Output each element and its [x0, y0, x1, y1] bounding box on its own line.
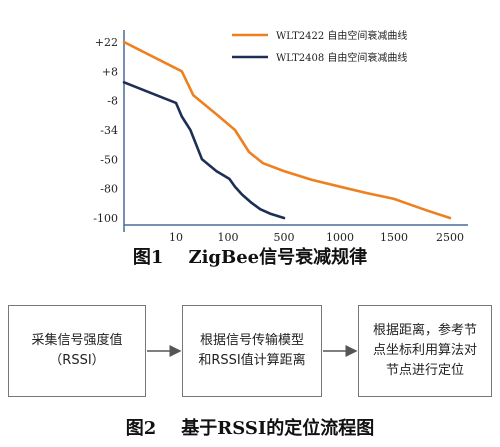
- figure-2-caption: 图2 基于RSSI的定位流程图: [125, 418, 375, 439]
- legend-label: WLT2408 自由空间衰减曲线: [276, 51, 407, 64]
- y-tick-label: +8: [102, 65, 118, 78]
- y-tick-label: -8: [107, 95, 118, 108]
- series-lines: [122, 40, 452, 220]
- legend-label: WLT2422 自由空间衰减曲线: [276, 29, 407, 42]
- flow-box-line: 根据距离，参考节: [372, 323, 477, 338]
- flow-box-line: （RSSI）: [49, 353, 105, 368]
- x-tick-labels: 10 100 500 1000 1500 2500: [169, 231, 464, 244]
- x-tick-label: 10: [169, 231, 183, 244]
- x-tick-label: 1000: [326, 231, 354, 244]
- flow-box-compute-distance: 根据信号传输模型 和RSSI值计算距离: [182, 305, 322, 397]
- flow-box-line: 和RSSI值计算距离: [198, 353, 306, 368]
- chart-legend: WLT2422 自由空间衰减曲线 WLT2408 自由空间衰减曲线: [232, 29, 407, 64]
- y-tick-label: -50: [100, 153, 118, 166]
- y-tick-label: -80: [100, 183, 118, 196]
- chart-axes: [123, 30, 468, 232]
- x-tick-label: 1500: [380, 231, 408, 244]
- flow-box-locate-node: 根据距离，参考节 点坐标利用算法对 节点进行定位: [358, 305, 492, 397]
- flow-box-collect-rssi: 采集信号强度值 （RSSI）: [8, 305, 146, 397]
- y-tick-labels: +22 +8 -8 -34 -50 -80 -100: [93, 36, 118, 225]
- attenuation-chart: +22 +8 -8 -34 -50 -80 -100 10 100 500 1000 1500 250…: [93, 29, 468, 244]
- flow-box-line: 根据信号传输模型: [199, 333, 304, 348]
- x-tick-label: 500: [274, 231, 295, 244]
- y-tick-label: -34: [100, 124, 118, 137]
- x-tick-label: 2500: [436, 231, 464, 244]
- figure-1-caption: 图1 ZigBee信号衰减规律: [132, 247, 368, 268]
- x-tick-label: 100: [218, 231, 239, 244]
- series-line-2: [122, 81, 286, 220]
- y-tick-label: -100: [93, 212, 118, 225]
- series-line-1: [122, 40, 452, 220]
- flow-box-line: 点坐标利用算法对: [372, 343, 477, 358]
- flow-box-line: 采集信号强度值: [31, 333, 123, 348]
- flow-box-line: 节点进行定位: [385, 363, 464, 378]
- y-tick-label: +22: [95, 36, 118, 49]
